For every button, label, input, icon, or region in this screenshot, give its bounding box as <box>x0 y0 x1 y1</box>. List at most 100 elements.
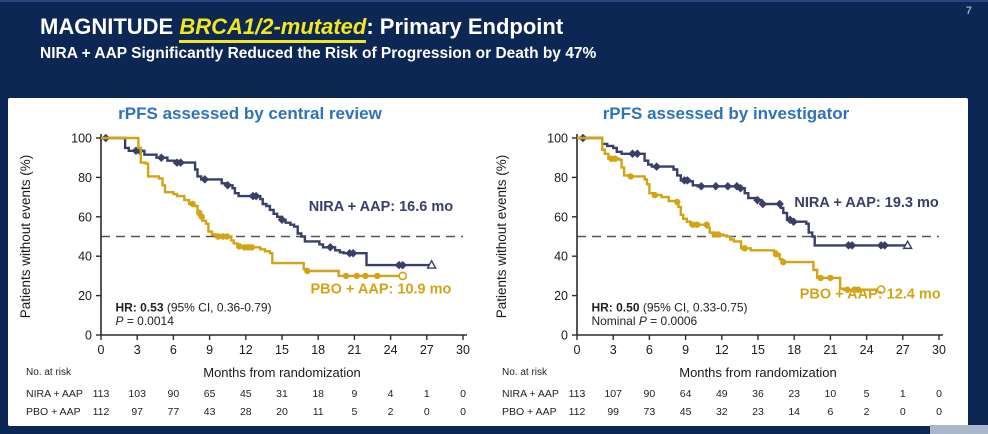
slide-header: MAGNITUDE BRCA1/2-mutated: Primary Endpo… <box>0 2 988 63</box>
censor-mark <box>627 173 634 180</box>
corner-tab-decoration <box>930 425 988 434</box>
censor-mark <box>362 272 369 280</box>
censor-mark <box>703 221 710 228</box>
x-tick-label: 27 <box>896 343 910 357</box>
censor-mark <box>723 182 733 191</box>
x-tick-label: 0 <box>98 343 105 357</box>
p-value-line: P = 0.0014 <box>115 314 174 328</box>
risk-cell: 45 <box>680 406 692 418</box>
censor-mark <box>611 155 619 162</box>
risk-cell: 112 <box>569 406 586 418</box>
censor-mark <box>374 272 381 280</box>
title-suffix: : Primary Endpoint <box>366 14 564 39</box>
x-axis-label: Months from randomization <box>679 365 837 380</box>
censor-mark <box>711 182 721 191</box>
risk-cell: 0 <box>936 388 942 400</box>
y-tick-label: 80 <box>554 171 568 185</box>
y-tick-label: 100 <box>71 132 92 146</box>
x-tick-label: 21 <box>823 343 837 357</box>
censor-mark <box>780 258 787 266</box>
hr-stats-line1: HR: 0.50 (95% CI, 0.33-0.75) <box>591 300 747 314</box>
x-tick-label: 12 <box>715 343 729 357</box>
risk-cell: 113 <box>93 388 110 400</box>
risk-cell: 11 <box>313 406 324 418</box>
risk-cell: 9 <box>351 388 357 400</box>
censor-mark <box>277 215 287 225</box>
risk-cell: 43 <box>204 406 216 418</box>
y-tick-label: 80 <box>78 171 92 185</box>
censor-mark <box>236 243 243 250</box>
y-tick-label: 0 <box>561 329 568 343</box>
censor-mark <box>741 245 748 252</box>
risk-row-label: NIRA + AAP <box>502 388 559 400</box>
censor-mark <box>697 182 706 191</box>
median-annotation-nira-aap: NIRA + AAP: 16.6 mo <box>309 199 454 215</box>
end-marker-triangle <box>902 239 913 250</box>
censor-mark <box>633 149 642 159</box>
end-marker-circle <box>876 285 886 295</box>
p-value-line: Nominal P = 0.0006 <box>591 314 697 328</box>
plot-column-investigator: rPFS assessed by investigator 0 3 6 9 12 15 18… <box>490 102 962 426</box>
risk-cell: 1 <box>900 388 906 400</box>
x-tick-label: 24 <box>384 343 398 357</box>
x-tick-label: 9 <box>206 343 213 357</box>
x-tick-label: 9 <box>682 343 689 357</box>
risk-cell: 97 <box>131 406 143 418</box>
x-tick-label: 18 <box>787 343 801 357</box>
censor-mark <box>693 221 701 228</box>
x-tick-label: 15 <box>275 343 289 357</box>
risk-cell: 113 <box>569 388 586 400</box>
censor-mark <box>398 260 407 270</box>
risk-row-label: PBO + AAP <box>26 406 81 418</box>
no-at-risk-label: No. at risk <box>26 367 72 378</box>
y-tick-label: 40 <box>78 250 92 264</box>
censor-mark <box>304 267 311 275</box>
censor-mark <box>844 286 851 293</box>
censor-mark <box>348 248 358 258</box>
risk-cell: 77 <box>168 406 180 418</box>
hr-stats-line1: HR: 0.53 (95% CI, 0.36-0.79) <box>115 300 271 314</box>
median-annotation-pbo-aap: PBO + AAP: 12.4 mo <box>800 287 941 303</box>
x-axis-label: Months from randomization <box>203 365 361 380</box>
risk-cell: 28 <box>240 406 252 418</box>
risk-cell: 23 <box>788 388 800 400</box>
x-tick-label: 6 <box>170 343 177 357</box>
risk-cell: 10 <box>825 388 837 400</box>
page-number: 7 <box>965 5 972 17</box>
censor-mark <box>651 191 658 199</box>
censor-mark <box>652 162 661 171</box>
risk-cell: 18 <box>312 388 324 400</box>
no-at-risk-label: No. at risk <box>502 367 548 378</box>
risk-cell: 2 <box>864 406 870 418</box>
risk-cell: 99 <box>607 406 619 418</box>
risk-cell: 31 <box>276 388 288 400</box>
y-tick-label: 60 <box>554 210 568 224</box>
censor-mark <box>198 213 205 220</box>
censor-mark <box>251 191 261 201</box>
y-tick-label: 20 <box>554 289 568 303</box>
risk-cell: 90 <box>168 388 180 400</box>
risk-cell: 64 <box>680 388 692 400</box>
x-tick-label: 18 <box>311 343 325 357</box>
x-tick-label: 12 <box>239 343 253 357</box>
risk-cell: 0 <box>460 406 466 418</box>
x-tick-label: 6 <box>646 343 653 357</box>
risk-cell: 6 <box>827 406 833 418</box>
risk-cell: 2 <box>388 406 394 418</box>
risk-row-label: NIRA + AAP <box>26 388 83 400</box>
title-highlight-brca: BRCA1/2-mutated <box>179 14 367 43</box>
risk-cell: 90 <box>644 388 656 400</box>
title-prefix: MAGNITUDE <box>40 14 180 39</box>
x-tick-label: 27 <box>420 343 434 357</box>
end-marker-circle <box>398 271 408 281</box>
risk-cell: 49 <box>716 388 728 400</box>
y-tick-label: 100 <box>547 132 568 146</box>
x-tick-label: 15 <box>751 343 765 357</box>
slide-title: MAGNITUDE BRCA1/2-mutated: Primary Endpo… <box>40 14 988 43</box>
risk-cell: 0 <box>936 406 942 418</box>
risk-cell: 5 <box>351 406 357 418</box>
risk-cell: 0 <box>424 406 430 418</box>
risk-cell: 1 <box>424 388 430 400</box>
